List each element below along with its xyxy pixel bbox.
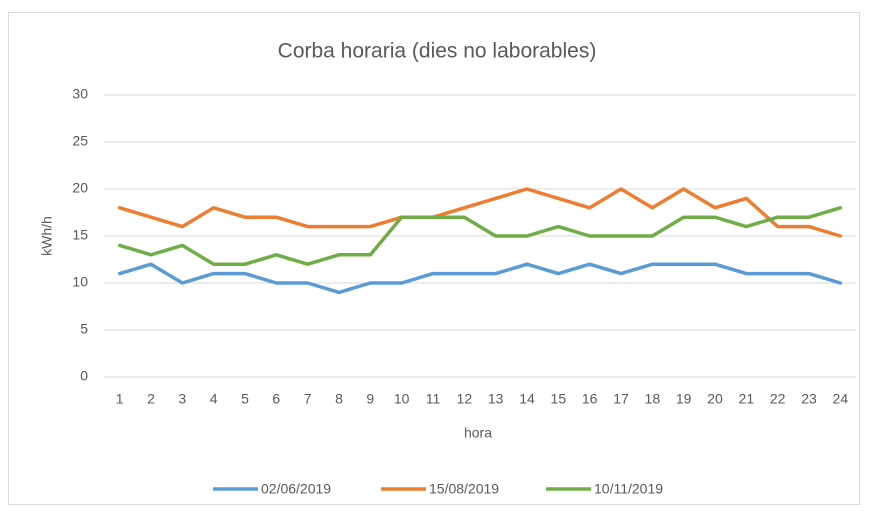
y-tick-label: 5	[80, 321, 88, 337]
x-tick-label: 10	[394, 391, 410, 407]
legend-label: 15/08/2019	[429, 481, 499, 497]
x-tick-label: 7	[304, 391, 312, 407]
x-tick-label: 6	[272, 391, 280, 407]
x-tick-label: 22	[770, 391, 786, 407]
x-tick-label: 13	[488, 391, 504, 407]
x-tick-label: 2	[147, 391, 155, 407]
y-tick-label: 10	[72, 274, 88, 290]
chart-frame	[8, 12, 860, 505]
x-tick-label: 8	[335, 391, 343, 407]
y-tick-label: 25	[72, 133, 88, 149]
x-axis-label: hora	[464, 425, 492, 441]
x-tick-label: 17	[613, 391, 629, 407]
x-tick-label: 23	[801, 391, 817, 407]
y-tick-label: 0	[80, 368, 88, 384]
y-tick-label: 30	[72, 86, 88, 102]
x-tick-label: 9	[366, 391, 374, 407]
x-tick-label: 1	[116, 391, 124, 407]
x-tick-label: 12	[457, 391, 473, 407]
x-tick-label: 19	[676, 391, 692, 407]
x-tick-label: 21	[739, 391, 755, 407]
x-tick-label: 14	[519, 391, 535, 407]
x-tick-label: 20	[707, 391, 723, 407]
x-tick-label: 16	[582, 391, 598, 407]
legend-label: 02/06/2019	[261, 481, 331, 497]
y-tick-label: 20	[72, 180, 88, 196]
x-tick-label: 5	[241, 391, 249, 407]
series-line	[117, 262, 843, 295]
x-tick-label: 11	[426, 391, 441, 407]
x-tick-label: 18	[645, 391, 661, 407]
x-tick-label: 24	[833, 391, 849, 407]
x-tick-label: 3	[178, 391, 186, 407]
series-line	[117, 206, 843, 266]
y-axis-label: kWh/h	[39, 216, 55, 256]
chart-title: Corba horaria (dies no laborables)	[278, 40, 597, 63]
x-tick-label: 4	[210, 391, 218, 407]
y-tick-label: 15	[72, 227, 88, 243]
series-line	[117, 187, 843, 238]
x-tick-label: 15	[551, 391, 567, 407]
legend-label: 10/11/2019	[594, 481, 663, 497]
